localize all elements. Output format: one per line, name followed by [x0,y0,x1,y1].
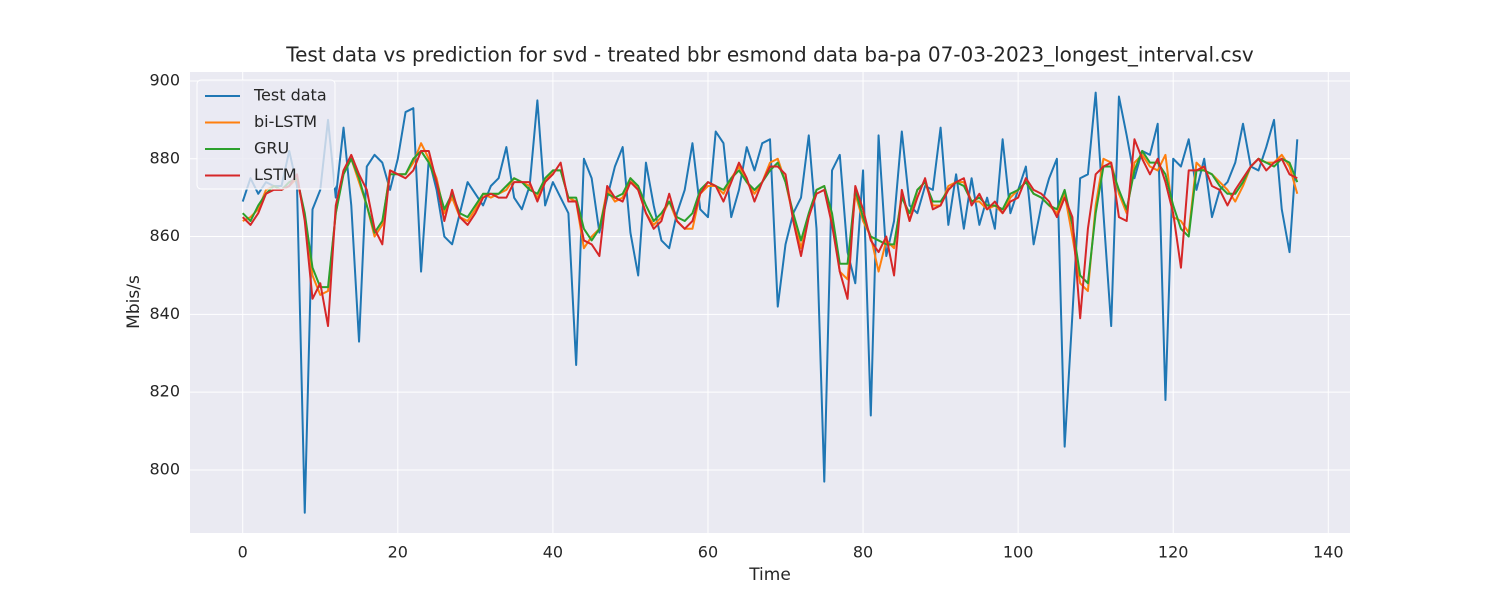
x-tick-label: 140 [1313,543,1344,562]
x-tick-label: 80 [853,543,873,562]
y-tick-label: 820 [149,382,180,401]
y-tick-label: 900 [149,70,180,89]
series-line [242,138,1298,328]
x-tick-label: 40 [543,543,563,562]
x-tick-label: 20 [388,543,408,562]
series-line [242,142,1299,296]
x-tick-label: 0 [238,543,248,562]
series-line [242,149,1299,289]
chart-title: Test data vs prediction for svd - treate… [285,43,1254,67]
y-tick-label: 840 [149,304,180,323]
x-tick-label: 120 [1158,543,1189,562]
x-tick-label: 100 [1003,543,1034,562]
series-line [241,91,1299,514]
y-axis-label: Mbis/s [124,275,144,329]
legend-label: bi-LSTM [254,112,317,131]
x-axis-label: Time [748,565,791,585]
y-tick-label: 860 [149,226,180,245]
legend-label: GRU [254,139,289,158]
legend-label: LSTM [254,165,297,184]
y-tick-label: 800 [149,459,180,478]
legend-box [196,79,336,190]
legend-label: Test data [253,86,327,105]
y-tick-label: 880 [149,148,180,167]
x-tick-label: 60 [698,543,718,562]
